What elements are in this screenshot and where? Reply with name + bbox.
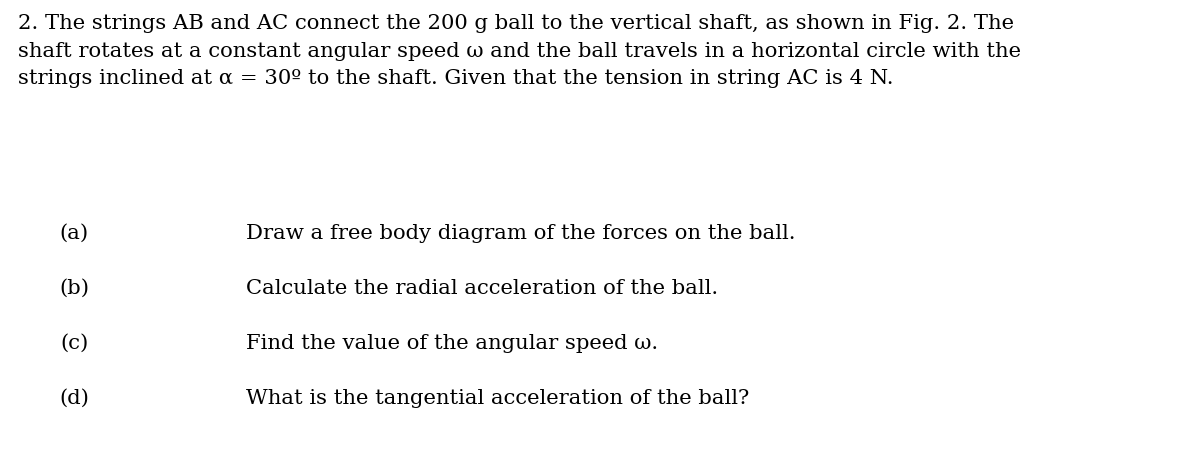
Text: Draw a free body diagram of the forces on the ball.: Draw a free body diagram of the forces o…	[246, 224, 796, 243]
Text: (d): (d)	[60, 388, 89, 407]
Text: What is the tangential acceleration of the ball?: What is the tangential acceleration of t…	[246, 388, 749, 407]
Text: Calculate the radial acceleration of the ball.: Calculate the radial acceleration of the…	[246, 278, 718, 298]
Text: Find the value of the angular speed ω.: Find the value of the angular speed ω.	[246, 333, 658, 352]
Text: (b): (b)	[60, 278, 90, 298]
Text: (a): (a)	[60, 224, 89, 243]
Text: (c): (c)	[60, 333, 89, 352]
Text: 2. The strings AB and AC connect the 200 g ball to the vertical shaft, as shown : 2. The strings AB and AC connect the 200…	[18, 14, 1021, 88]
